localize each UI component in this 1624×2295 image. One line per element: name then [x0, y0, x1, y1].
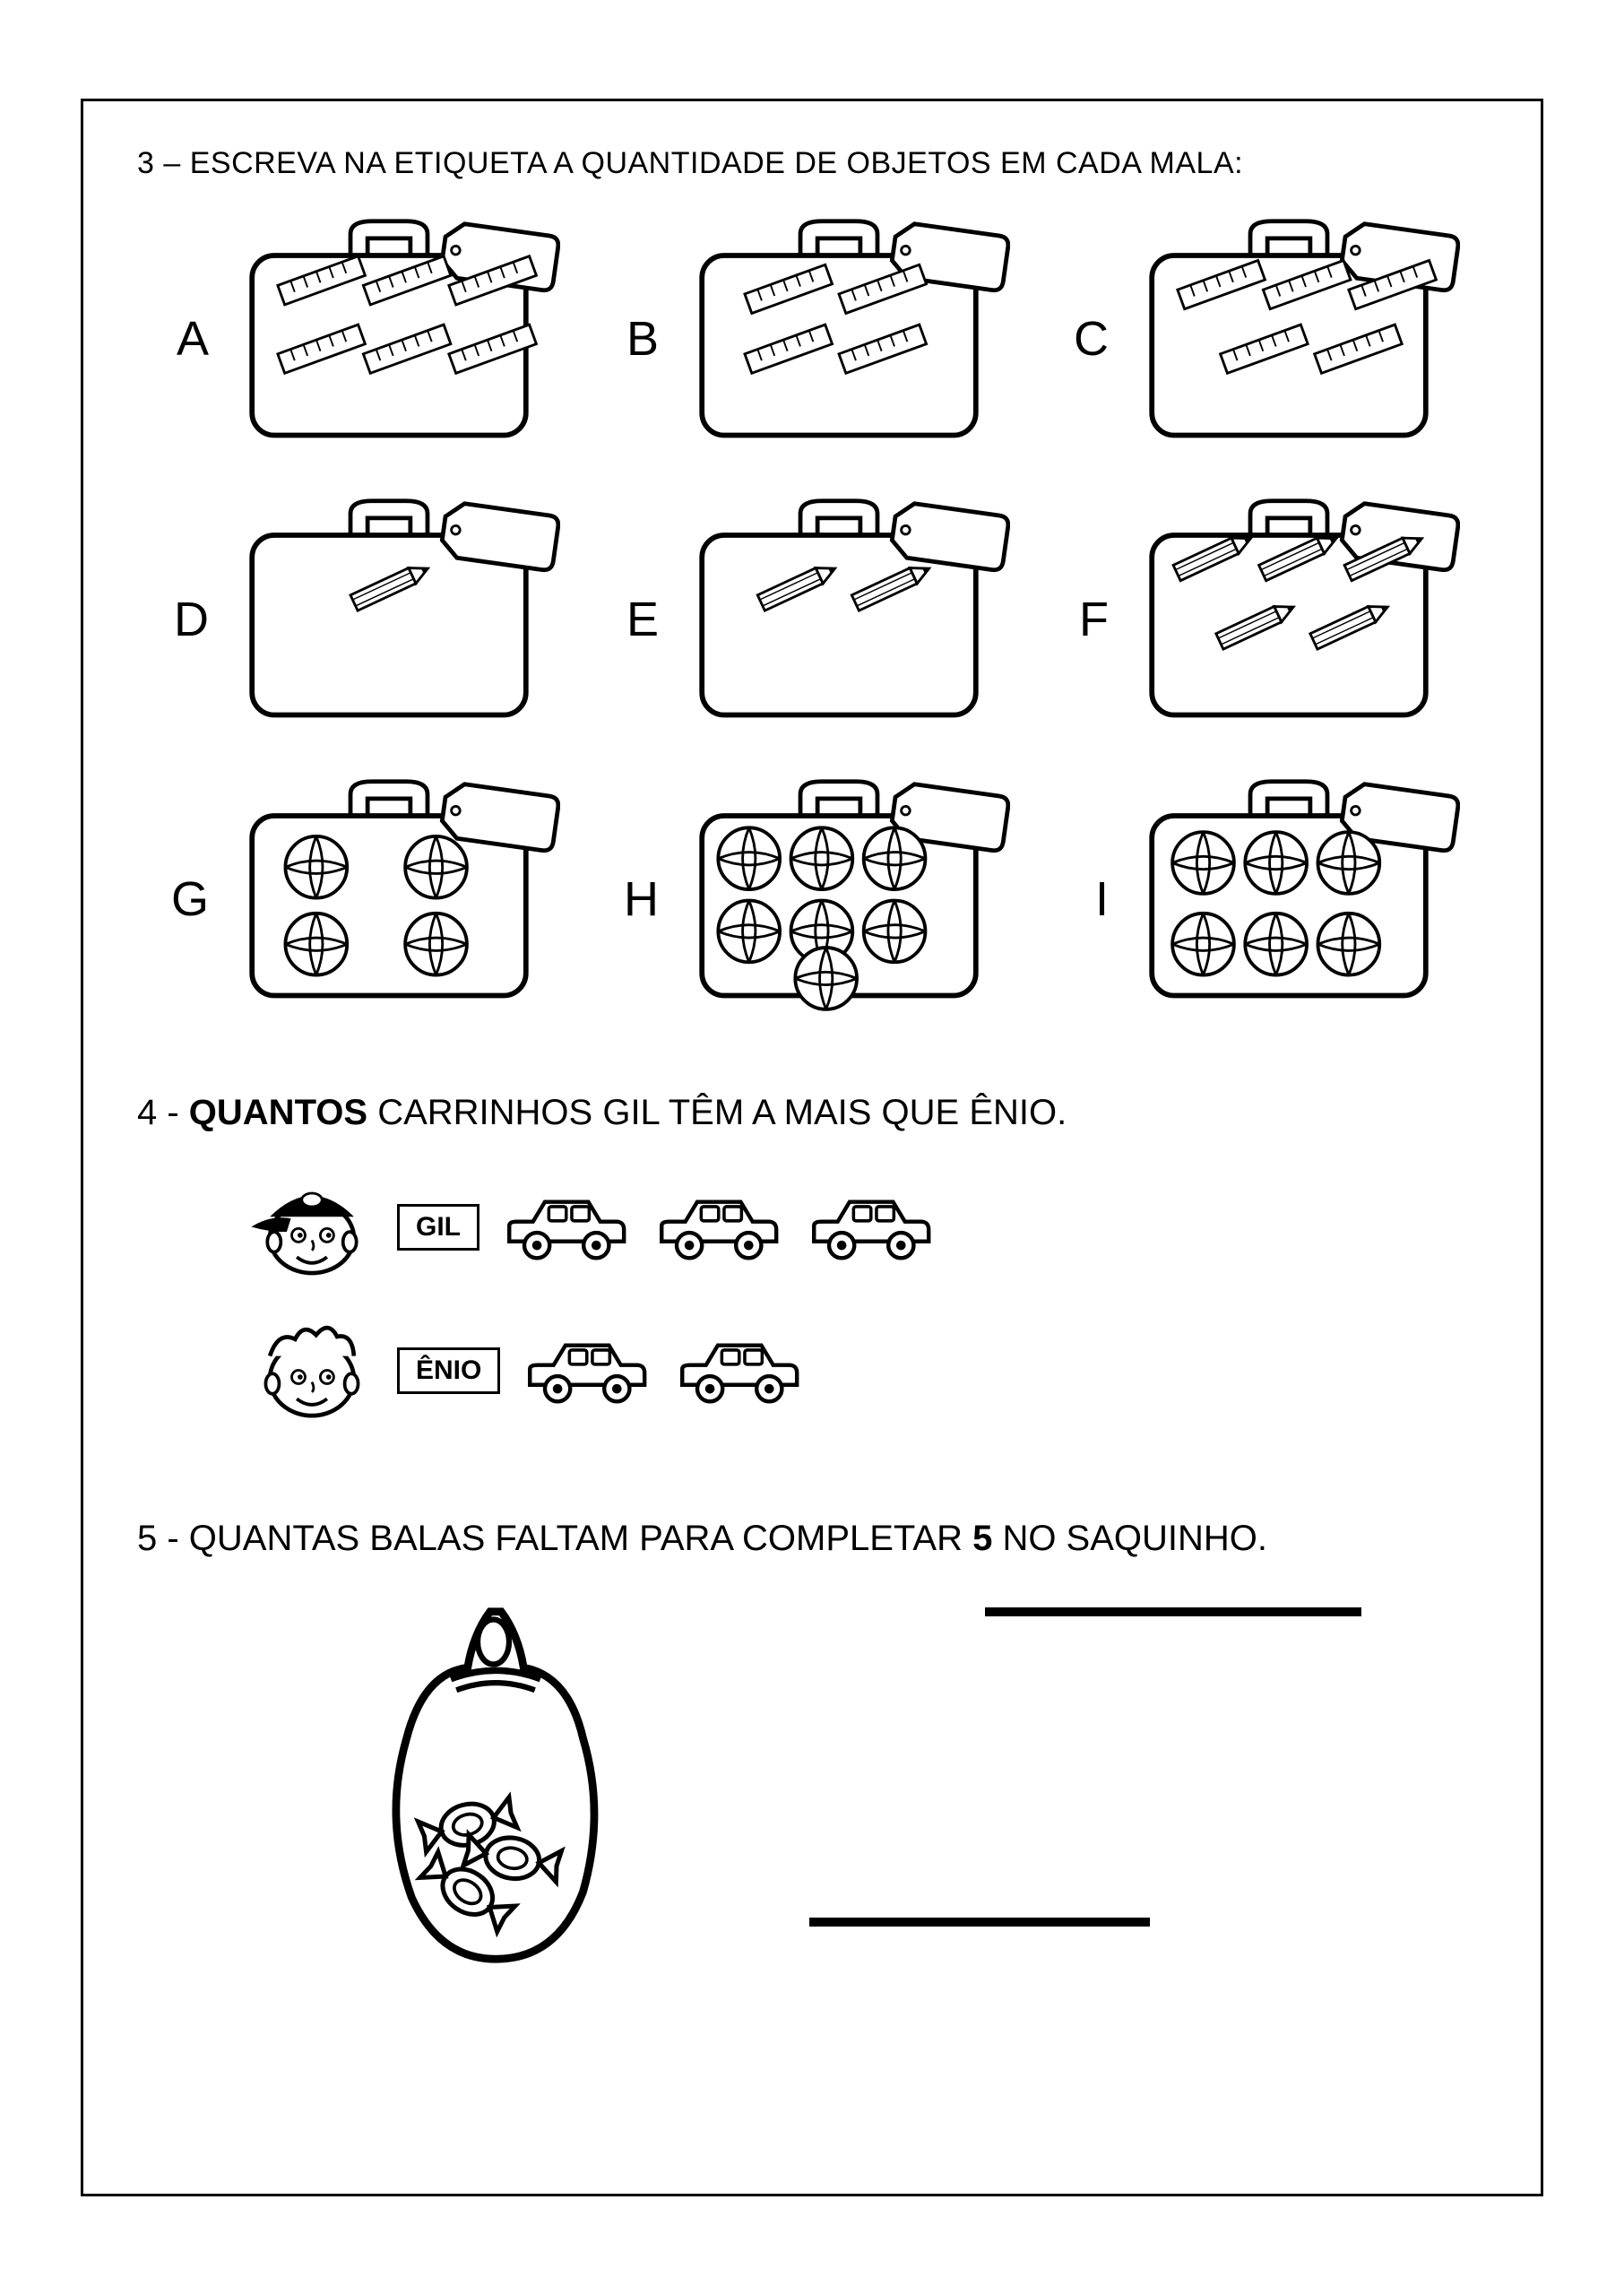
answer-line-q4[interactable]	[985, 1607, 1361, 1616]
question-4-rows: GIL ÊNIO	[137, 1169, 1487, 1429]
suitcase-icon	[668, 497, 1010, 740]
suitcase-letter: A	[164, 311, 209, 367]
question-5-row	[361, 1595, 1487, 1980]
answer-line-q5[interactable]	[809, 1918, 1150, 1927]
suitcase-cell-d: D	[164, 497, 560, 740]
car-icon	[497, 1186, 632, 1269]
suitcase-icon	[1118, 777, 1460, 1021]
suitcase-icon	[1118, 497, 1460, 740]
q4-prefix: 4 -	[137, 1093, 189, 1132]
page-frame: 3 – ESCREVA NA ETIQUETA A QUANTIDADE DE …	[81, 99, 1543, 2196]
question-3-text: 3 – ESCREVA NA ETIQUETA A QUANTIDADE DE …	[137, 146, 1487, 181]
suitcase-letter: C	[1064, 311, 1109, 367]
suitcase-icon	[218, 217, 560, 461]
candy-bag-icon	[361, 1595, 630, 1980]
suitcase-icon	[218, 497, 560, 740]
car-icon	[650, 1186, 784, 1269]
car-icon	[802, 1186, 937, 1269]
worksheet-page: 3 – ESCREVA NA ETIQUETA A QUANTIDADE DE …	[0, 0, 1624, 2295]
suitcase-cell-a: A	[164, 217, 560, 461]
q4-row-ênio: ÊNIO	[245, 1312, 1487, 1429]
suitcase-cell-h: H	[614, 777, 1010, 1021]
suitcase-letter: H	[614, 871, 659, 927]
car-icon	[518, 1329, 652, 1413]
suitcase-letter: G	[164, 871, 209, 927]
q4-bold: QUANTOS	[189, 1093, 367, 1132]
q5-after: NO SAQUINHO.	[992, 1519, 1267, 1558]
suitcase-letter: B	[614, 311, 659, 367]
q4-row-gil: GIL	[245, 1169, 1487, 1286]
suitcase-letter: I	[1064, 871, 1109, 927]
name-box: GIL	[397, 1204, 479, 1251]
suitcase-letter: E	[614, 592, 659, 647]
suitcase-cell-f: F	[1064, 497, 1460, 740]
suitcase-cell-g: G	[164, 777, 560, 1021]
child-face-icon	[245, 1310, 379, 1432]
suitcase-cell-c: C	[1064, 217, 1460, 461]
suitcase-letter: F	[1064, 592, 1109, 647]
suitcase-icon	[218, 777, 560, 1021]
suitcase-icon	[1118, 217, 1460, 461]
question-4-text: 4 - QUANTOS CARRINHOS GIL TÊM A MAIS QUE…	[137, 1093, 1487, 1133]
suitcase-cell-i: I	[1064, 777, 1460, 1021]
child-face-icon	[245, 1166, 379, 1288]
q5-prefix: 5 -	[137, 1519, 189, 1558]
q5-bold: 5	[972, 1519, 992, 1558]
suitcase-icon	[668, 777, 1010, 1021]
suitcase-grid: A	[137, 217, 1487, 1021]
suitcase-cell-b: B	[614, 217, 1010, 461]
car-icon	[670, 1329, 805, 1413]
suitcase-icon	[668, 217, 1010, 461]
suitcase-letter: D	[164, 592, 209, 647]
q4-rest: CARRINHOS GIL TÊM A MAIS QUE ÊNIO.	[367, 1093, 1067, 1132]
question-5-text: 5 - QUANTAS BALAS FALTAM PARA COMPLETAR …	[137, 1519, 1487, 1559]
name-box: ÊNIO	[397, 1347, 500, 1394]
suitcase-cell-e: E	[614, 497, 1010, 740]
q5-before: QUANTAS BALAS FALTAM PARA COMPLETAR	[189, 1519, 972, 1558]
